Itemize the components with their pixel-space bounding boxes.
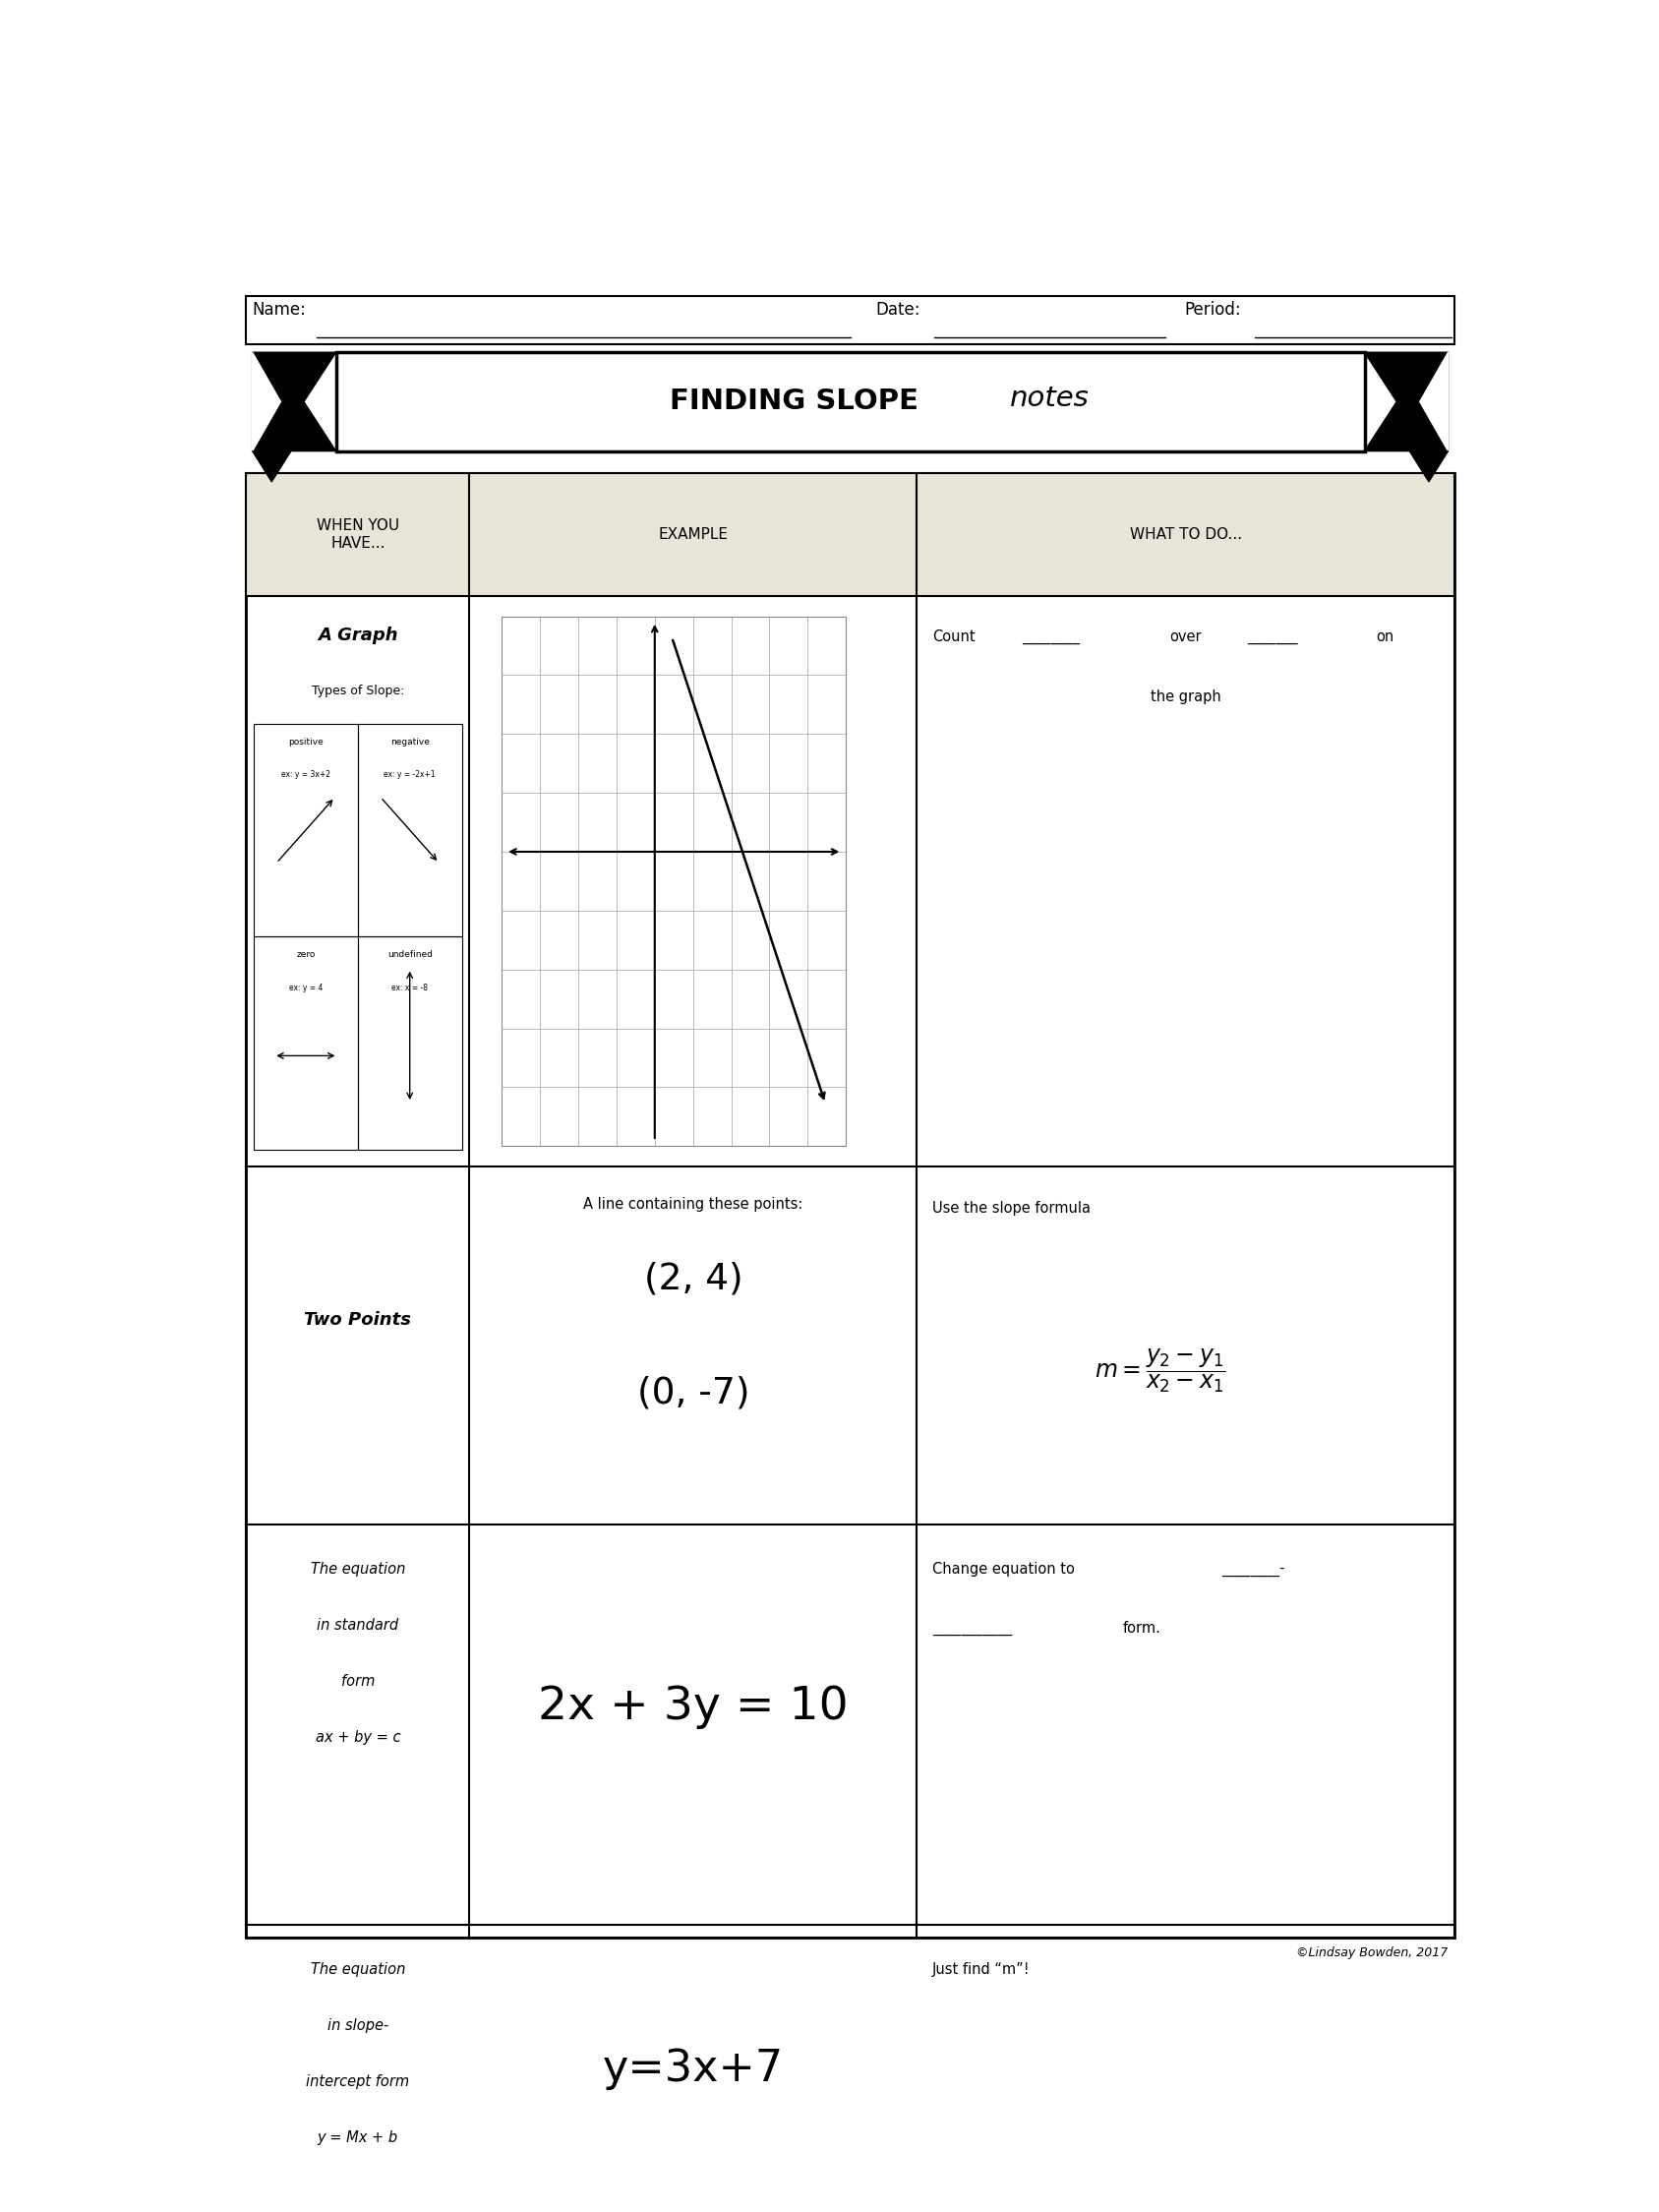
Bar <box>246 473 1455 1938</box>
Bar <box>501 617 846 1146</box>
Text: form.: form. <box>1123 1621 1161 1637</box>
Text: ax + by = c: ax + by = c <box>315 1730 400 1745</box>
Bar <box>358 936 461 1150</box>
Bar <box>246 296 1455 343</box>
Text: Date:: Date: <box>876 301 921 319</box>
Text: y=3x+7: y=3x+7 <box>602 2048 783 2090</box>
Polygon shape <box>252 352 335 451</box>
Text: notes: notes <box>1010 385 1090 411</box>
Text: Change equation to: Change equation to <box>932 1562 1075 1577</box>
Polygon shape <box>1410 451 1448 482</box>
Bar <box>254 723 358 936</box>
Text: positive: positive <box>289 737 324 745</box>
Bar <box>246 473 1455 595</box>
Text: 2x + 3y = 10: 2x + 3y = 10 <box>538 1686 848 1730</box>
Text: The equation: The equation <box>310 1562 405 1577</box>
Polygon shape <box>1364 352 1448 451</box>
Text: ________-: ________- <box>1221 1562 1284 1577</box>
Text: FINDING SLOPE: FINDING SLOPE <box>670 387 927 416</box>
Text: The equation: The equation <box>310 1962 405 1978</box>
Text: WHEN YOU
HAVE...: WHEN YOU HAVE... <box>317 518 400 551</box>
Text: A Graph: A Graph <box>317 626 398 644</box>
Text: (2, 4): (2, 4) <box>644 1261 743 1296</box>
Text: in standard: in standard <box>317 1617 398 1632</box>
Text: ex: x = -8: ex: x = -8 <box>392 984 428 993</box>
Bar <box>358 723 461 936</box>
Polygon shape <box>1420 352 1448 451</box>
Text: in slope-: in slope- <box>327 2017 388 2033</box>
Text: EXAMPLE: EXAMPLE <box>659 526 728 542</box>
Bar <box>335 352 1364 451</box>
Text: Use the slope formula: Use the slope formula <box>932 1201 1090 1214</box>
Text: WHAT TO DO...: WHAT TO DO... <box>1130 526 1241 542</box>
Text: Count: Count <box>932 630 975 644</box>
Text: (0, -7): (0, -7) <box>637 1376 750 1411</box>
Text: ©Lindsay Bowden, 2017: ©Lindsay Bowden, 2017 <box>1296 1947 1448 1960</box>
Text: Types of Slope:: Types of Slope: <box>312 684 405 697</box>
Text: ex: y = 4: ex: y = 4 <box>289 984 322 993</box>
Text: zero: zero <box>297 951 315 960</box>
Text: negative: negative <box>390 737 430 745</box>
Text: Period:: Period: <box>1185 301 1241 319</box>
Text: on: on <box>1375 630 1394 644</box>
Text: ___________: ___________ <box>932 1621 1012 1637</box>
Text: over: over <box>1170 630 1203 644</box>
Polygon shape <box>252 352 280 451</box>
Text: ex: y = 3x+2: ex: y = 3x+2 <box>280 770 330 779</box>
Text: form: form <box>340 1674 375 1688</box>
Text: $m = \dfrac{y_2 - y_1}{x_2 - x_1}$: $m = \dfrac{y_2 - y_1}{x_2 - x_1}$ <box>1095 1347 1226 1396</box>
Text: undefined: undefined <box>387 951 433 960</box>
Text: _______: _______ <box>1248 630 1297 644</box>
Text: A line containing these points:: A line containing these points: <box>584 1197 803 1212</box>
Text: Just find “m”!: Just find “m”! <box>932 1962 1030 1978</box>
Text: ________: ________ <box>1022 630 1080 644</box>
Text: Two Points: Two Points <box>304 1312 411 1329</box>
Polygon shape <box>252 451 290 482</box>
Bar <box>254 936 358 1150</box>
Text: the graph: the graph <box>1150 690 1221 703</box>
Text: Name:: Name: <box>252 301 307 319</box>
Text: intercept form: intercept form <box>305 2075 410 2088</box>
Text: ex: y = -2x+1: ex: y = -2x+1 <box>383 770 436 779</box>
Text: y = Mx + b: y = Mx + b <box>317 2130 398 2146</box>
